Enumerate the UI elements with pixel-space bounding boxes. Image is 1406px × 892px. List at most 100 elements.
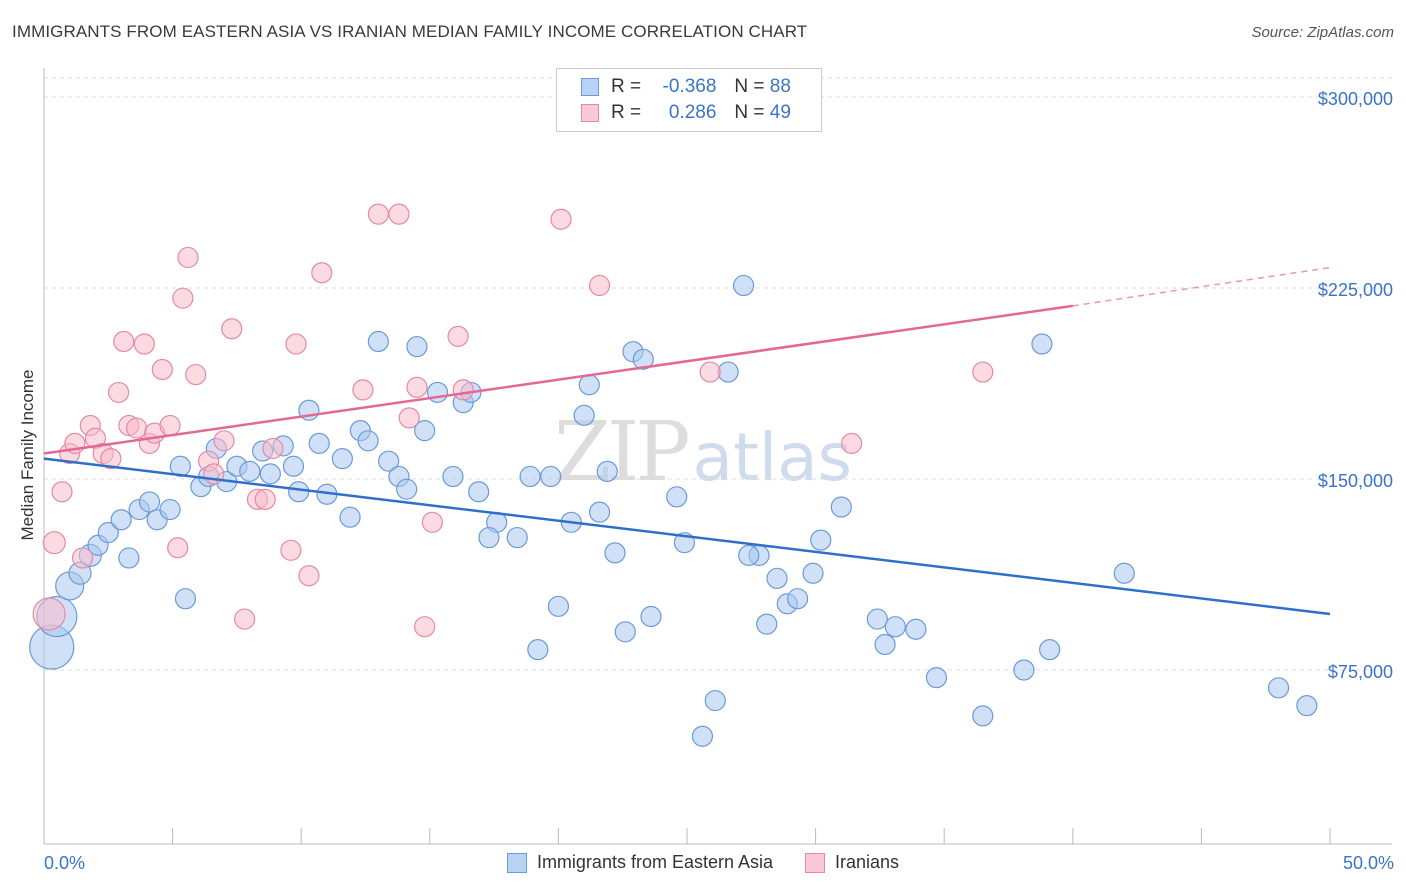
stats-row-iranians: R = 0.286 N = 49 — [581, 100, 791, 126]
point-eastern-asia — [573, 404, 595, 426]
x-tick-min: 0.0% — [44, 853, 86, 873]
point-iranians — [311, 262, 333, 284]
point-eastern-asia — [159, 498, 181, 521]
point-eastern-asia — [905, 618, 927, 640]
point-eastern-asia — [519, 465, 541, 488]
point-iranians — [972, 361, 994, 383]
swatch-iranians — [581, 104, 599, 122]
point-iranians — [452, 379, 474, 401]
trendline-eastern-asia — [43, 457, 1331, 616]
trendline-iranians — [43, 304, 1073, 455]
n-label: N = — [734, 102, 765, 123]
r-value: 0.286 — [668, 102, 717, 123]
point-eastern-asia — [396, 478, 418, 500]
point-eastern-asia — [331, 448, 353, 470]
point-iranians — [421, 511, 443, 533]
point-eastern-asia — [884, 616, 906, 638]
point-iranians — [221, 318, 243, 340]
point-iranians — [185, 363, 207, 386]
point-iranians — [234, 608, 256, 630]
point-eastern-asia — [632, 348, 654, 370]
point-iranians — [285, 333, 307, 355]
point-eastern-asia — [756, 613, 778, 635]
point-eastern-asia — [1013, 659, 1035, 681]
point-iranians — [42, 531, 66, 555]
x-tick-max: 50.0% — [1342, 853, 1394, 873]
y-axis-label: Median Family Income — [18, 369, 37, 541]
point-eastern-asia — [367, 330, 389, 353]
point-eastern-asia — [138, 491, 161, 513]
point-iranians — [133, 333, 155, 355]
point-iranians — [414, 616, 436, 638]
point-eastern-asia — [506, 526, 528, 549]
point-eastern-asia — [174, 588, 197, 610]
point-iranians — [159, 414, 181, 437]
point-eastern-asia — [540, 465, 562, 488]
point-iranians — [172, 287, 194, 309]
legend-swatch-eastern-asia — [506, 852, 527, 873]
point-eastern-asia — [378, 450, 400, 472]
point-eastern-asia — [717, 361, 739, 383]
r-label: R = — [611, 102, 642, 123]
point-eastern-asia — [1267, 677, 1290, 699]
y-tick-label: $225,000 — [1318, 280, 1393, 300]
point-eastern-asia — [414, 420, 436, 442]
chart-title: IMMIGRANTS FROM EASTERN ASIA VS IRANIAN … — [12, 22, 808, 41]
point-eastern-asia — [259, 463, 281, 485]
point-iranians — [588, 274, 611, 297]
point-iranians — [107, 381, 130, 404]
point-eastern-asia — [547, 595, 570, 617]
n-value: 88 — [769, 76, 791, 97]
point-iranians — [151, 358, 173, 381]
point-eastern-asia — [478, 526, 500, 549]
point-eastern-asia — [925, 667, 948, 689]
point-eastern-asia — [810, 529, 832, 551]
trendline-iranians-extension — [1072, 266, 1331, 307]
chart-source: Source: ZipAtlas.com — [1251, 24, 1394, 41]
point-iranians — [51, 481, 73, 503]
n-value: 49 — [769, 102, 791, 123]
point-iranians — [113, 330, 135, 353]
legend-label-iranians: Iranians — [835, 852, 900, 872]
point-eastern-asia — [288, 481, 310, 503]
point-iranians — [254, 488, 276, 510]
y-tick-label: $300,000 — [1318, 89, 1393, 109]
point-eastern-asia — [614, 621, 636, 643]
point-eastern-asia — [339, 506, 361, 528]
point-eastern-asia — [1113, 562, 1135, 584]
stats-row-eastern-asia: R = -0.368 N = 88 — [581, 74, 791, 100]
point-eastern-asia — [802, 562, 824, 584]
point-eastern-asia — [830, 496, 852, 518]
point-eastern-asia — [426, 381, 449, 404]
point-eastern-asia — [640, 605, 662, 628]
legend-swatch-iranians — [805, 852, 826, 873]
point-iranians — [280, 539, 302, 561]
point-iranians — [32, 597, 66, 631]
r-value: -0.368 — [662, 76, 717, 97]
point-eastern-asia — [691, 725, 714, 747]
legend-item-eastern-asia: Immigrants from Eastern Asia — [506, 852, 773, 873]
point-eastern-asia — [578, 374, 600, 396]
point-iranians — [388, 203, 410, 225]
point-eastern-asia — [766, 567, 788, 589]
point-iranians — [841, 432, 863, 454]
y-tick-label: $75,000 — [1328, 662, 1393, 682]
point-eastern-asia — [357, 430, 379, 452]
point-eastern-asia — [282, 455, 305, 477]
point-eastern-asia — [308, 432, 330, 454]
point-iranians — [699, 361, 721, 383]
point-iranians — [352, 379, 374, 401]
y-tick-label: $150,000 — [1318, 471, 1393, 491]
point-eastern-asia — [866, 608, 888, 630]
point-eastern-asia — [596, 460, 618, 482]
point-eastern-asia — [604, 542, 626, 564]
point-eastern-asia — [666, 486, 688, 508]
point-iranians — [447, 325, 469, 347]
point-eastern-asia — [97, 521, 119, 544]
point-iranians — [298, 565, 320, 587]
point-eastern-asia — [406, 335, 428, 358]
point-iranians — [213, 430, 235, 452]
point-eastern-asia — [527, 639, 549, 661]
point-eastern-asia — [442, 465, 464, 488]
